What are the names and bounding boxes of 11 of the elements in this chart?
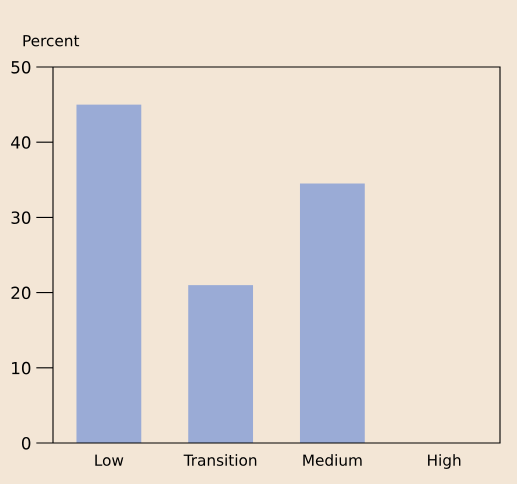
y-tick-label: 10 — [12, 362, 30, 374]
y-tick-label: 30 — [12, 211, 30, 224]
y-tick-label: 20 — [11, 286, 30, 300]
y-tick-label: 50 — [12, 60, 30, 74]
x-tick-label: Medium — [303, 454, 362, 466]
x-tick-label: High — [428, 454, 460, 469]
x-tick-label: Low — [95, 454, 124, 466]
y-tick-label: 0 — [22, 436, 30, 450]
y-axis-title: Percent — [24, 35, 80, 46]
y-tick-label: 40 — [11, 136, 30, 149]
x-tick-label: Transition — [184, 454, 256, 466]
